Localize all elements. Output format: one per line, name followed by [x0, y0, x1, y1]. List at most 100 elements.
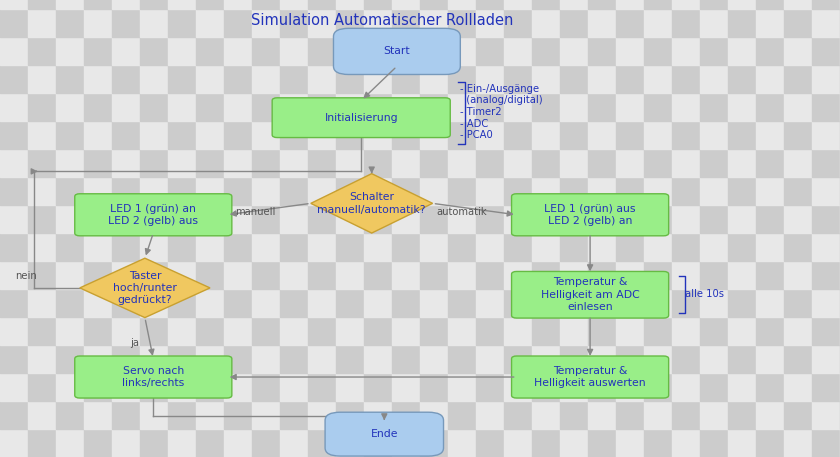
Bar [252, 65, 280, 93]
Bar [812, 93, 840, 121]
Bar [392, 93, 420, 121]
Bar [812, 429, 840, 457]
Bar [364, 345, 392, 373]
Bar [812, 261, 840, 289]
Bar [168, 149, 196, 177]
Bar [84, 65, 112, 93]
Bar [448, 121, 476, 149]
Bar [56, 345, 84, 373]
Bar [504, 205, 532, 233]
Bar [644, 205, 672, 233]
Bar [672, 373, 700, 401]
Bar [336, 289, 364, 317]
Bar [812, 233, 840, 261]
Bar [280, 289, 308, 317]
Bar [812, 9, 840, 37]
Bar [504, 345, 532, 373]
Bar [0, 0, 28, 9]
Bar [252, 233, 280, 261]
Bar [252, 149, 280, 177]
Bar [672, 205, 700, 233]
Bar [140, 401, 168, 429]
Text: Taster
hoch/runter
gedrückt?: Taster hoch/runter gedrückt? [113, 271, 177, 305]
Bar [336, 93, 364, 121]
Bar [140, 429, 168, 457]
Bar [644, 429, 672, 457]
Bar [672, 0, 700, 9]
Bar [0, 429, 28, 457]
Bar [672, 317, 700, 345]
Text: Simulation Automatischer Rollladen: Simulation Automatischer Rollladen [251, 13, 513, 28]
Bar [224, 205, 252, 233]
Bar [28, 0, 56, 9]
Bar [224, 149, 252, 177]
Bar [168, 205, 196, 233]
Bar [756, 121, 784, 149]
Bar [448, 317, 476, 345]
Text: LED 1 (grün) an
LED 2 (gelb) aus: LED 1 (grün) an LED 2 (gelb) aus [108, 203, 198, 226]
Bar [56, 205, 84, 233]
Bar [476, 37, 504, 65]
Bar [308, 205, 336, 233]
Bar [224, 317, 252, 345]
Bar [700, 345, 728, 373]
Bar [644, 233, 672, 261]
Bar [56, 121, 84, 149]
Bar [448, 65, 476, 93]
Bar [812, 177, 840, 205]
Bar [504, 149, 532, 177]
Bar [588, 121, 616, 149]
Bar [0, 289, 28, 317]
Bar [196, 373, 224, 401]
Bar [756, 317, 784, 345]
Text: automatik: automatik [437, 207, 487, 217]
Bar [0, 65, 28, 93]
Bar [476, 65, 504, 93]
Bar [140, 149, 168, 177]
Bar [700, 9, 728, 37]
Bar [476, 93, 504, 121]
Bar [476, 205, 504, 233]
Text: Servo nach
links/rechts: Servo nach links/rechts [122, 366, 185, 388]
Bar [728, 177, 756, 205]
Bar [784, 93, 812, 121]
Bar [280, 205, 308, 233]
Bar [784, 37, 812, 65]
Bar [392, 65, 420, 93]
Bar [756, 149, 784, 177]
Bar [280, 37, 308, 65]
Bar [448, 9, 476, 37]
Bar [532, 205, 560, 233]
Bar [364, 9, 392, 37]
Bar [224, 233, 252, 261]
Bar [0, 37, 28, 65]
Bar [364, 37, 392, 65]
Bar [784, 373, 812, 401]
Bar [448, 289, 476, 317]
Bar [560, 9, 588, 37]
Text: LED 1 (grün) aus
LED 2 (gelb) an: LED 1 (grün) aus LED 2 (gelb) an [544, 203, 636, 226]
Bar [644, 177, 672, 205]
Bar [280, 177, 308, 205]
FancyBboxPatch shape [512, 194, 669, 236]
Bar [588, 37, 616, 65]
Bar [0, 205, 28, 233]
Bar [756, 373, 784, 401]
Bar [56, 37, 84, 65]
Bar [700, 401, 728, 429]
Bar [616, 205, 644, 233]
Bar [616, 289, 644, 317]
Bar [56, 0, 84, 9]
Bar [336, 37, 364, 65]
Bar [280, 93, 308, 121]
Bar [616, 429, 644, 457]
Bar [448, 401, 476, 429]
Bar [672, 93, 700, 121]
Bar [700, 373, 728, 401]
FancyBboxPatch shape [272, 98, 450, 138]
Bar [196, 149, 224, 177]
Bar [28, 261, 56, 289]
Bar [560, 149, 588, 177]
Bar [532, 93, 560, 121]
Bar [140, 233, 168, 261]
